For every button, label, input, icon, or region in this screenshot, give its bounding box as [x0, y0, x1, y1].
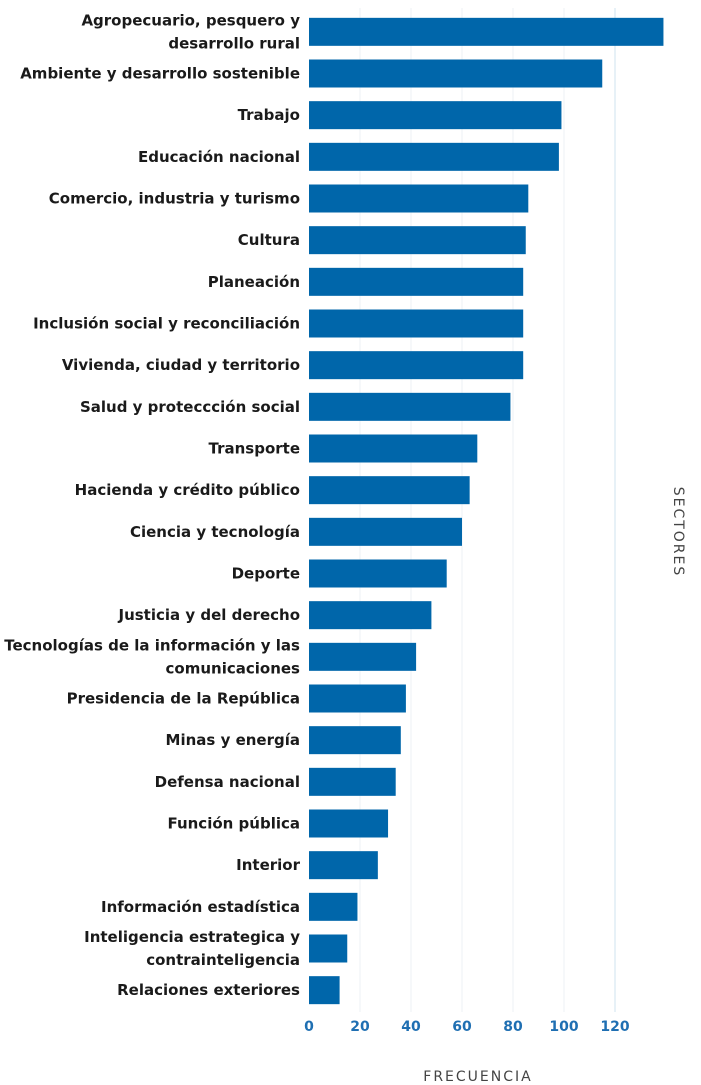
category-label: Educación nacional	[138, 148, 300, 166]
category-label: Tecnologías de la información y las	[4, 636, 300, 654]
bar	[309, 767, 396, 796]
category-label: Interior	[236, 856, 300, 874]
x-tick-label: 0	[304, 1019, 314, 1035]
bar	[309, 559, 447, 588]
bar	[309, 142, 559, 171]
x-axis-ticks: 0 20 40 60 80 100 120	[304, 1019, 630, 1035]
category-label: Cultura	[238, 231, 300, 249]
category-label: Planeación	[208, 273, 300, 291]
bar	[309, 642, 417, 671]
bar	[309, 101, 562, 130]
category-label: Trabajo	[238, 106, 300, 124]
bar	[309, 976, 340, 1005]
bar	[309, 267, 524, 296]
category-label: Transporte	[209, 440, 301, 458]
category-label: Minas y energía	[166, 731, 300, 749]
bar	[309, 476, 470, 505]
bar	[309, 226, 526, 255]
category-label: Comercio, industria y turismo	[49, 190, 300, 208]
x-tick-label: 100	[549, 1019, 578, 1035]
category-label: Agropecuario, pesquero y	[81, 11, 300, 29]
category-label: Presidencia de la República	[67, 690, 300, 708]
y-axis-title: SECTORES	[670, 487, 686, 578]
bar	[309, 601, 432, 630]
x-tick-label: 80	[503, 1019, 523, 1035]
category-label: comunicaciones	[166, 659, 301, 677]
category-label: Vivienda, ciudad y territorio	[62, 356, 300, 374]
category-label: Función pública	[167, 815, 300, 833]
x-tick-label: 20	[350, 1019, 370, 1035]
bar	[309, 59, 603, 88]
bar	[309, 809, 389, 838]
category-label: Salud y proteccción social	[80, 398, 300, 416]
bar	[309, 17, 664, 46]
category-label: Justicia y del derecho	[117, 606, 300, 624]
category-label: Información estadística	[101, 898, 300, 916]
category-label: desarrollo rural	[168, 34, 300, 52]
category-label: Relaciones exteriores	[117, 981, 300, 999]
x-axis-title: FRECUENCIA	[423, 1069, 532, 1085]
category-label: Defensa nacional	[155, 773, 300, 791]
bar	[309, 351, 524, 380]
bar	[309, 309, 524, 338]
category-label: Ambiente y desarrollo sostenible	[20, 65, 300, 83]
x-tick-label: 40	[401, 1019, 421, 1035]
bar	[309, 726, 401, 755]
category-label: Inteligencia estrategica y	[84, 928, 300, 946]
category-label: contrainteligencia	[146, 951, 300, 969]
category-label: Inclusión social y reconciliación	[33, 315, 300, 333]
category-labels: Agropecuario, pesquero y desarrollo rural…	[4, 11, 300, 999]
category-label: Hacienda y crédito público	[75, 481, 300, 499]
bar	[309, 434, 478, 463]
bar	[309, 184, 529, 213]
category-label: Deporte	[232, 565, 300, 583]
bar	[309, 392, 511, 421]
bar	[309, 684, 406, 713]
category-label: Ciencia y tecnología	[130, 523, 300, 541]
bar	[309, 892, 358, 921]
bars	[309, 17, 664, 1005]
x-tick-label: 120	[600, 1019, 629, 1035]
x-tick-label: 60	[452, 1019, 472, 1035]
bar	[309, 934, 348, 963]
bar	[309, 851, 378, 880]
bar	[309, 517, 462, 546]
grid-lines	[359, 8, 616, 1012]
